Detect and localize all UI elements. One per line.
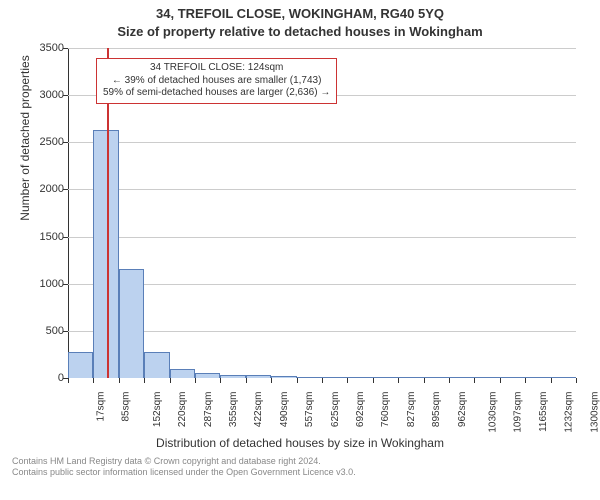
x-tick-label: 895sqm: [431, 392, 442, 428]
annotation-box: 34 TREFOIL CLOSE: 124sqm← 39% of detache…: [96, 58, 337, 104]
chart-footnote: Contains HM Land Registry data © Crown c…: [12, 456, 588, 478]
x-tick-label: 1300sqm: [589, 392, 600, 433]
x-tick-label: 287sqm: [203, 392, 214, 428]
x-tick-label: 1232sqm: [564, 392, 575, 433]
y-tick-label: 2000: [4, 183, 64, 195]
footnote-line: Contains public sector information licen…: [12, 467, 588, 478]
y-tick-labels: 0500100015002000250030003500: [0, 48, 68, 378]
x-tick-label: 625sqm: [330, 392, 341, 428]
x-tick-label: 692sqm: [355, 392, 366, 428]
x-tick-label: 962sqm: [457, 392, 468, 428]
x-axis-label: Distribution of detached houses by size …: [0, 436, 600, 450]
x-tick-label: 1097sqm: [513, 392, 524, 433]
x-tick-labels: 17sqm 85sqm 152sqm 220sqm 287sqm 355sqm 422sqm…: [68, 378, 576, 438]
histogram-bar: [170, 369, 195, 378]
x-tick-label: 17sqm: [96, 392, 107, 422]
x-tick-label: 355sqm: [228, 392, 239, 428]
x-tick-label: 220sqm: [177, 392, 188, 428]
x-tick-label: 1030sqm: [488, 392, 499, 433]
y-tick-label: 1500: [4, 231, 64, 243]
x-tick-label: 760sqm: [380, 392, 391, 428]
y-tick-label: 3500: [4, 42, 64, 54]
x-tick-label: 85sqm: [121, 392, 132, 422]
histogram-bar: [119, 269, 144, 378]
x-tick-label: 1165sqm: [538, 392, 549, 432]
chart-title-sub: Size of property relative to detached ho…: [0, 24, 600, 39]
annotation-line: 59% of semi-detached houses are larger (…: [103, 87, 330, 100]
annotation-line: ← 39% of detached houses are smaller (1,…: [103, 75, 330, 88]
y-tick-label: 0: [4, 372, 64, 384]
x-tick-label: 490sqm: [279, 392, 290, 428]
y-tick-label: 3000: [4, 89, 64, 101]
y-tick-label: 1000: [4, 278, 64, 290]
histogram-bar: [93, 130, 118, 378]
x-tick-label: 557sqm: [304, 392, 315, 428]
chart-title-main: 34, TREFOIL CLOSE, WOKINGHAM, RG40 5YQ: [0, 6, 600, 21]
y-tick-label: 500: [4, 325, 64, 337]
annotation-line: 34 TREFOIL CLOSE: 124sqm: [103, 62, 330, 75]
y-tick-label: 2500: [4, 136, 64, 148]
histogram-bar: [144, 352, 169, 378]
histogram-bar: [68, 352, 93, 378]
x-tick-label: 422sqm: [253, 392, 264, 428]
footnote-line: Contains HM Land Registry data © Crown c…: [12, 456, 588, 467]
x-tick-label: 152sqm: [152, 392, 163, 428]
x-tick-label: 827sqm: [406, 392, 417, 428]
